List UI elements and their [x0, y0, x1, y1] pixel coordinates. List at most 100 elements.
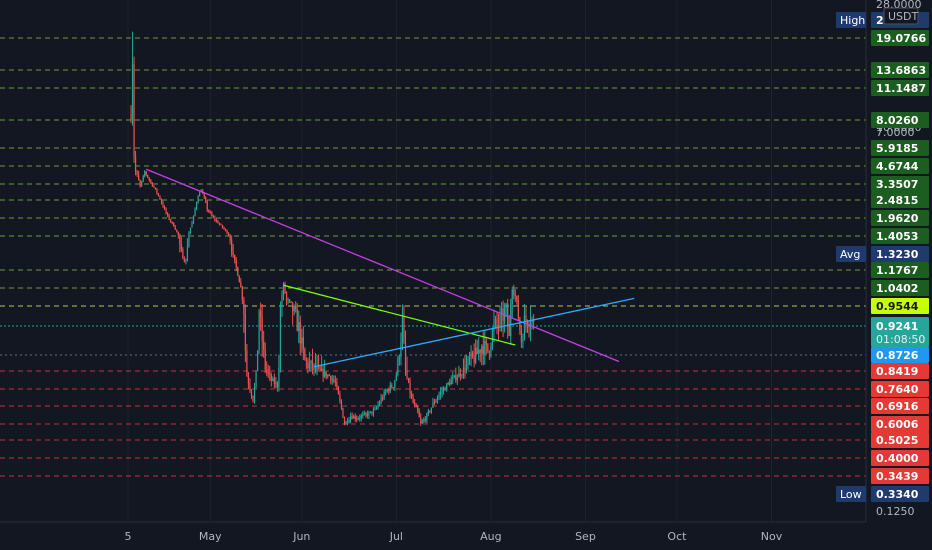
candle-body-122: [316, 366, 318, 371]
candle-body-72: [240, 282, 242, 287]
trendline-magenta[interactable]: [146, 168, 620, 363]
candle-body-68: [234, 254, 236, 261]
candle-body-127: [324, 371, 326, 377]
candle-body-136: [337, 386, 339, 395]
level-label-bg-13: [871, 363, 929, 379]
candle-body-11: [147, 174, 149, 178]
candle-body-154: [365, 413, 367, 415]
candle-body-23: [165, 208, 167, 213]
trendline-blue[interactable]: [313, 297, 635, 368]
candle-body-33: [180, 243, 182, 250]
level-label-bg-1: [871, 62, 929, 78]
candle-body-152: [362, 414, 364, 416]
candle-body-181: [406, 370, 408, 379]
candle-body-60: [221, 224, 224, 228]
candle-body-176: [398, 357, 400, 360]
candle-body-93: [272, 378, 274, 381]
candle-body-221: [467, 358, 469, 365]
candle-body-110: [298, 322, 300, 332]
level-label-7: 2.4815: [876, 194, 918, 207]
candle-body-204: [441, 391, 443, 393]
candle-body-22: [163, 206, 166, 209]
price-levels: [0, 37, 866, 477]
candle-body-17: [156, 189, 158, 194]
candle-body-53: [211, 212, 213, 216]
candle-body-216: [459, 373, 461, 377]
level-label-bg-18: [871, 450, 929, 466]
candle-body-15: [153, 185, 155, 188]
candle-body-133: [333, 379, 335, 381]
candle-body-41: [192, 215, 195, 223]
time-tick-1: May: [199, 530, 222, 543]
last-price-countdown: 01:08:50: [876, 333, 925, 346]
candle-body-51: [208, 209, 210, 212]
candle-body-143: [348, 420, 350, 423]
candle-body-50: [206, 202, 208, 210]
candle-body-159: [372, 409, 375, 414]
candle-body-37: [186, 246, 189, 261]
candle-body-131: [330, 376, 332, 381]
candle-body-118: [310, 360, 312, 364]
candle-body-161: [375, 407, 378, 409]
candle-body-163: [378, 402, 381, 406]
candle-body-16: [154, 187, 156, 190]
candle-body-65: [229, 235, 231, 241]
candle-body-226: [475, 347, 477, 363]
last-price-value: 0.9241: [876, 320, 918, 333]
candle-body-233: [485, 341, 487, 344]
candle-body-261: [528, 326, 530, 328]
candle-body-103: [287, 299, 289, 301]
candle-body-77: [247, 376, 250, 384]
level-label-bg-6: [871, 176, 929, 192]
candle-body-4: [136, 171, 138, 175]
candle-body-144: [350, 416, 352, 421]
candle-body-192: [423, 419, 425, 422]
candle-body-142: [346, 421, 349, 423]
candle-body-79: [250, 390, 253, 396]
candle-body-156: [368, 412, 370, 416]
candle-body-18: [157, 193, 160, 196]
candle-body-86: [261, 316, 263, 342]
time-axis[interactable]: 5 May Jun Jul Aug Sep Oct Nov: [0, 521, 932, 550]
candle-body-120: [313, 364, 315, 370]
avg-tag-bg: [836, 246, 866, 262]
candle-body-257: [522, 339, 524, 342]
blue-level-value: 0.8726: [876, 349, 919, 362]
candle-body-158: [371, 411, 373, 414]
candle-body-254: [517, 299, 519, 319]
candle-body-230: [481, 346, 483, 354]
candle-body-67: [232, 252, 234, 255]
candle-body-56: [215, 220, 217, 222]
candle-body-95: [275, 382, 277, 384]
candle-body-7: [141, 181, 143, 187]
level-label-6: 3.3507: [876, 178, 918, 191]
candle-body-258: [523, 315, 526, 340]
candle-body-80: [252, 395, 254, 402]
candle-body-146: [353, 416, 355, 419]
candle-body-190: [420, 417, 422, 424]
candle-body-250: [511, 289, 513, 304]
candle-body-84: [258, 310, 260, 351]
candle-body-54: [212, 215, 214, 218]
candle-body-83: [256, 350, 259, 372]
candle-body-164: [380, 397, 382, 403]
trendlines[interactable]: [146, 168, 635, 368]
high-tag: High: [840, 14, 865, 27]
candle-body-137: [339, 394, 341, 402]
candle-body-171: [391, 385, 393, 388]
candle-body-263: [531, 319, 533, 323]
candle-body-202: [438, 394, 440, 398]
candle-body-155: [366, 413, 368, 416]
candle-body-57: [217, 220, 219, 224]
level-label-bg-10: [871, 262, 929, 278]
candle-body-28: [173, 222, 175, 227]
high-tag-bg: [836, 12, 866, 28]
currency-badge-top[interactable]: [883, 7, 919, 25]
price-tick-0: 28.0000: [876, 0, 922, 11]
candle-body-35: [183, 258, 185, 262]
candle-body-184: [411, 393, 413, 398]
candle-body-172: [392, 387, 394, 389]
candle-body-168: [386, 389, 388, 392]
trendline-green[interactable]: [283, 284, 516, 346]
